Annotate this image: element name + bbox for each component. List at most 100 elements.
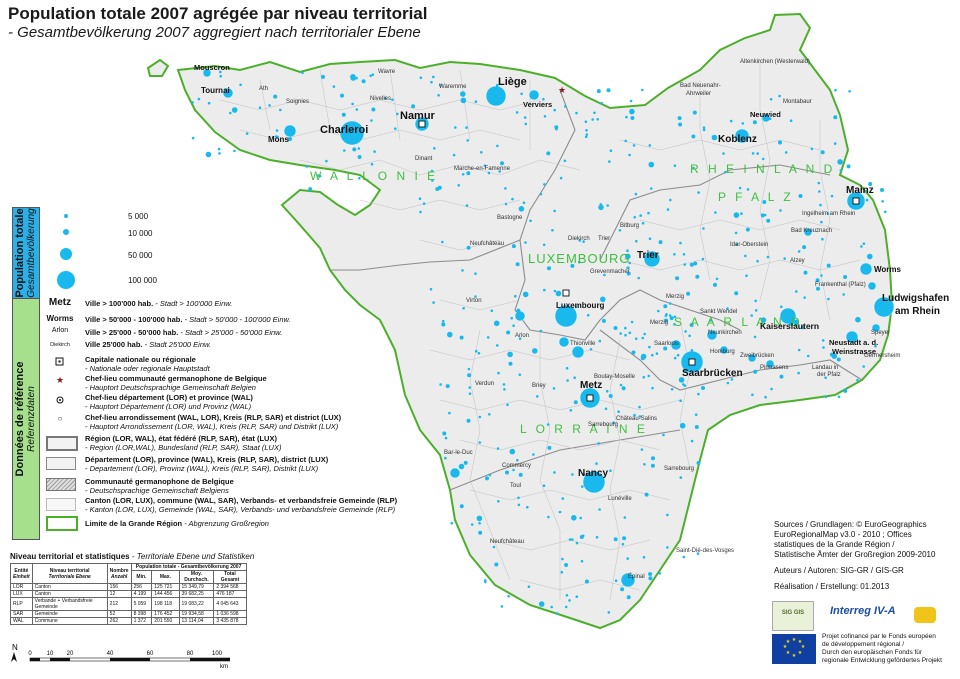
stats-header-level: Niveau territorial Territoriale Ebene (31, 563, 108, 584)
city-label-metz: Metz (580, 380, 602, 391)
small-population-dot (673, 164, 677, 167)
mouscron-area (146, 58, 170, 77)
svg-text:Ingelheim am Rhein: Ingelheim am Rhein (802, 211, 855, 217)
small-population-dot (617, 410, 620, 414)
small-population-dot (670, 388, 674, 391)
small-population-dot (701, 257, 705, 261)
small-population-dot (505, 470, 509, 475)
small-population-dot (598, 204, 604, 211)
small-population-dot (673, 323, 676, 326)
small-population-dot (308, 187, 313, 192)
small-population-dot (694, 425, 699, 429)
small-population-dot (754, 309, 758, 312)
small-population-dot (483, 164, 487, 167)
city-label-charleroi: Charleroi (320, 124, 368, 136)
small-population-dot (619, 332, 622, 335)
population-dots (202, 68, 895, 588)
region-label-wallonie: W A L L O N I E (310, 169, 438, 183)
small-population-dot (735, 243, 738, 246)
legend-value-100000: 100 000 (128, 276, 157, 285)
small-population-dot (584, 120, 588, 123)
small-population-dot (524, 241, 527, 244)
small-population-dot (683, 263, 687, 266)
small-population-dot (496, 144, 499, 148)
small-population-dot (478, 441, 482, 444)
small-population-dot (500, 161, 504, 166)
small-population-dot (231, 107, 238, 113)
small-population-dot (305, 165, 309, 168)
svg-text:★: ★ (783, 644, 788, 650)
small-population-dot (848, 90, 851, 93)
eu-funding-text: Projet cofinancé par le Fonds européen d… (822, 633, 942, 664)
small-population-dot (596, 89, 601, 94)
small-population-dot (463, 460, 468, 465)
small-population-dot (197, 97, 201, 101)
small-population-dot (245, 132, 249, 135)
small-population-dot (480, 151, 483, 154)
small-population-dot (824, 376, 827, 380)
small-population-dot (586, 313, 590, 317)
small-population-dot (673, 315, 677, 319)
small-population-dot (626, 249, 629, 252)
small-population-dot (797, 250, 801, 253)
small-population-dot (476, 515, 483, 522)
dot-worms (859, 262, 873, 276)
small-population-dot (218, 152, 221, 155)
small-population-dot (666, 208, 670, 211)
small-population-dot (697, 191, 700, 194)
small-population-dot (418, 197, 422, 200)
small-population-dot (643, 332, 646, 336)
svg-text:Briey: Briey (532, 383, 546, 389)
dot-koblenz (734, 128, 750, 144)
small-population-dot (644, 492, 649, 497)
small-population-dot (624, 326, 627, 330)
city-label-koblenz: Koblenz (718, 134, 757, 145)
small-population-dot (508, 361, 513, 366)
svg-text:Speyer: Speyer (871, 330, 890, 336)
small-population-dot (695, 274, 700, 279)
small-population-dot (517, 496, 520, 500)
small-population-dot (821, 339, 825, 342)
scale-bar: N 0 10 20 40 60 80 100 km (11, 643, 230, 670)
small-population-dot (606, 204, 609, 207)
small-population-dot (822, 346, 825, 349)
dot-ludwigshafen (873, 296, 895, 318)
small-population-dot (744, 254, 747, 258)
region-label-rheinland: R H E I N L A N D (690, 162, 835, 176)
small-population-dot (741, 122, 745, 125)
svg-text:Commercy: Commercy (502, 463, 531, 469)
small-population-dot (484, 580, 487, 584)
small-population-dot (575, 111, 578, 115)
small-population-dot (820, 274, 823, 277)
svg-text:★: ★ (798, 650, 803, 656)
small-population-dot (474, 272, 477, 276)
small-population-dot (581, 485, 584, 488)
small-population-dot (620, 587, 625, 592)
small-population-dot (797, 371, 800, 375)
small-population-dot (343, 149, 346, 152)
svg-text:Soignies: Soignies (286, 99, 309, 105)
small-population-dot (862, 242, 866, 245)
small-population-dot (383, 97, 387, 100)
svg-text:Waremme: Waremme (439, 84, 467, 90)
small-population-dot (668, 302, 672, 305)
small-population-dot (678, 377, 685, 383)
svg-text:Diekirch: Diekirch (568, 236, 590, 242)
small-population-dot (553, 289, 557, 293)
small-population-dot (539, 192, 543, 196)
city-label-liege: Liège (498, 76, 527, 88)
small-population-dot (460, 91, 466, 97)
small-population-dot (843, 275, 848, 279)
small-population-dot (689, 323, 694, 327)
small-population-dot (496, 447, 500, 450)
scale-tick-40: 40 (107, 651, 114, 657)
small-population-dot (396, 112, 399, 116)
small-population-dot (474, 295, 477, 298)
small-population-dot (564, 105, 567, 108)
small-population-dot (638, 405, 641, 409)
small-population-dot (411, 104, 416, 109)
small-population-dot (833, 115, 838, 120)
small-population-dot (678, 122, 683, 127)
small-population-dot (490, 309, 494, 313)
small-population-dot (511, 197, 514, 201)
